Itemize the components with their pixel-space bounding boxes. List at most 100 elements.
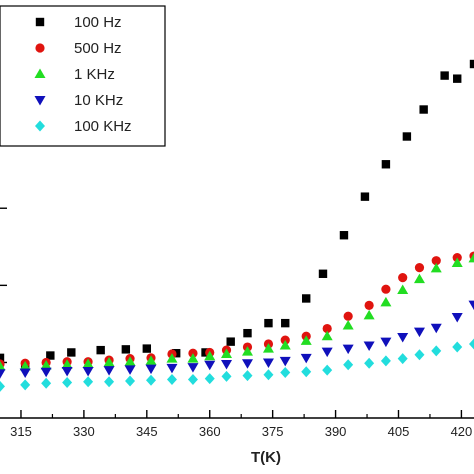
legend-label: 500 Hz <box>74 40 122 57</box>
data-point <box>414 349 425 361</box>
data-point <box>342 319 354 330</box>
data-point <box>321 330 333 341</box>
data-point <box>343 311 353 321</box>
data-point <box>364 357 375 369</box>
data-point <box>166 353 178 363</box>
data-point <box>318 269 328 278</box>
data-point <box>187 373 198 385</box>
data-point <box>124 356 136 366</box>
data-point <box>242 370 253 382</box>
data-point <box>281 318 290 328</box>
x-axis-title: T(K) <box>251 449 281 466</box>
legend-marker <box>35 17 45 27</box>
legend-item: 500 Hz <box>35 40 122 57</box>
data-point <box>300 335 312 345</box>
data-point <box>221 348 233 358</box>
x-tick-label: 375 <box>262 424 284 439</box>
x-axis-ticks <box>20 410 463 418</box>
data-point <box>121 345 131 354</box>
data-point <box>380 355 391 367</box>
series-1-khz <box>0 252 474 371</box>
data-point <box>398 273 408 283</box>
data-point <box>440 71 449 80</box>
legend-label: 100 Hz <box>74 14 122 31</box>
x-tick-label: 390 <box>325 424 347 439</box>
data-point <box>62 377 73 389</box>
data-point <box>40 360 52 370</box>
data-point <box>145 355 157 365</box>
data-point <box>453 74 462 83</box>
x-tick-label: 315 <box>10 424 32 439</box>
data-point <box>364 300 374 311</box>
data-point <box>302 294 311 303</box>
data-point <box>430 262 442 273</box>
data-point <box>322 364 333 376</box>
data-point <box>46 351 55 360</box>
data-point <box>19 360 31 371</box>
data-points <box>0 59 474 392</box>
data-point <box>0 353 5 363</box>
data-point <box>166 373 177 385</box>
legend-box <box>0 5 166 147</box>
data-point <box>339 231 349 240</box>
data-point <box>103 356 115 367</box>
data-point <box>243 328 252 338</box>
data-point <box>82 366 94 377</box>
data-point <box>61 366 73 377</box>
data-point <box>262 343 274 353</box>
data-point <box>322 323 332 334</box>
data-point <box>103 366 115 376</box>
data-point <box>380 337 392 348</box>
data-point <box>221 360 233 370</box>
data-point <box>279 356 291 367</box>
data-point <box>413 327 425 338</box>
data-point <box>19 368 31 378</box>
data-point <box>468 300 474 311</box>
data-point <box>61 359 73 369</box>
data-point <box>145 364 157 375</box>
x-tick-label: 330 <box>73 424 95 439</box>
data-point <box>241 346 253 356</box>
data-point <box>96 345 105 355</box>
data-point <box>146 374 157 386</box>
data-point <box>469 338 474 350</box>
legend: 100 Hz 500 Hz 1 KHz 10 KHz 100 KHz <box>0 5 166 147</box>
data-point <box>204 360 216 371</box>
data-point <box>166 363 178 374</box>
data-point <box>301 366 312 378</box>
data-point <box>431 345 442 357</box>
data-point <box>104 376 115 388</box>
data-point <box>381 160 391 169</box>
data-point <box>83 376 94 388</box>
data-point <box>342 344 354 355</box>
series-10-khz <box>0 300 474 379</box>
data-point <box>402 132 412 141</box>
legend-item: 100 Hz <box>35 14 122 31</box>
data-point <box>397 353 408 365</box>
data-point <box>263 369 274 381</box>
data-point <box>360 192 370 201</box>
x-tick-labels: 315 330 345 360 375 390 405 420 <box>10 424 472 439</box>
data-point <box>204 373 215 385</box>
data-point <box>187 363 199 373</box>
data-point <box>0 360 6 371</box>
legend-item: 1 KHz <box>34 66 115 83</box>
data-point <box>419 105 428 114</box>
data-point <box>430 323 442 334</box>
data-point <box>262 358 274 368</box>
data-point <box>343 359 354 371</box>
data-point <box>142 344 152 353</box>
series-100-khz <box>0 338 474 392</box>
x-tick-label: 405 <box>388 424 410 439</box>
data-point <box>67 348 76 357</box>
data-point <box>82 358 94 369</box>
data-point <box>221 370 232 382</box>
data-point <box>363 309 375 320</box>
x-tick-label: 420 <box>451 424 473 439</box>
data-point <box>380 296 392 307</box>
data-point <box>226 337 235 346</box>
data-point <box>0 380 5 392</box>
legend-label: 10 KHz <box>74 92 123 109</box>
data-point <box>280 366 291 378</box>
data-point <box>451 257 463 267</box>
